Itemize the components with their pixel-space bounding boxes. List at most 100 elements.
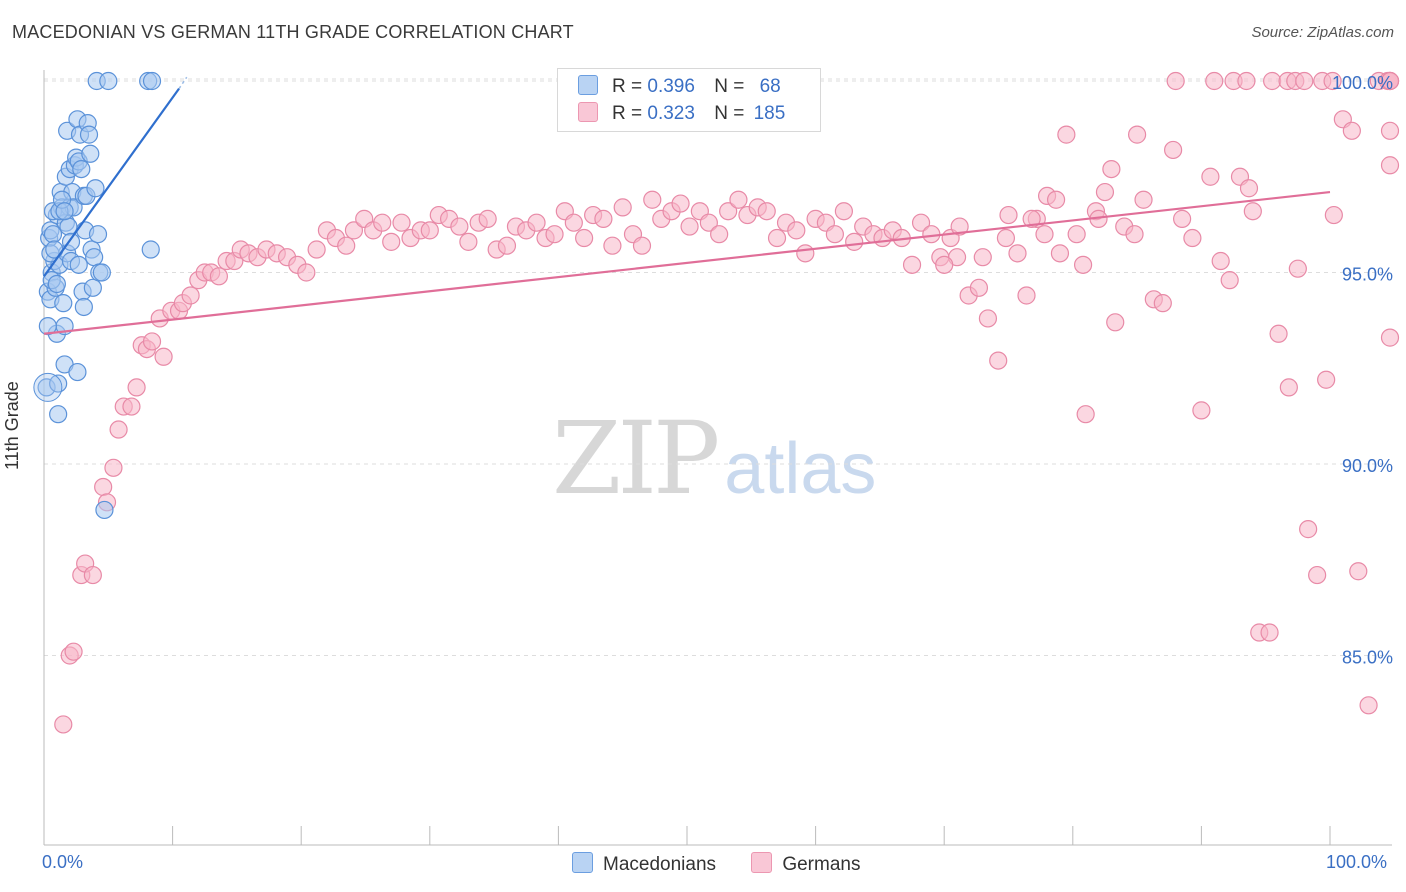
german-point (1220, 271, 1239, 290)
macedonian-point (72, 159, 91, 179)
german-point (767, 228, 787, 248)
german-point (373, 213, 392, 232)
macedonian-point (142, 71, 162, 91)
german-point (1095, 182, 1115, 202)
y-tick-label: 90.0% (1342, 456, 1393, 476)
german-point (545, 225, 564, 244)
german-point (710, 225, 729, 244)
german-point (973, 248, 992, 267)
german-point (922, 225, 941, 244)
german-point (337, 236, 356, 255)
german-point (796, 244, 815, 263)
german-point (1239, 179, 1259, 198)
german-point (1008, 244, 1027, 263)
german-point (978, 309, 998, 328)
stats-legend: R = 0.396 N = 68 R = 0.323 N = 185 (557, 68, 821, 132)
german-point (1134, 190, 1153, 209)
german-point (603, 236, 622, 255)
german-point (1057, 125, 1076, 144)
german-point (127, 378, 146, 397)
german-point (699, 213, 718, 232)
german-point (1349, 562, 1368, 581)
german-point (680, 217, 699, 236)
macedonian-point (54, 294, 73, 313)
german-point (1323, 71, 1342, 91)
macedonian-point (68, 362, 87, 382)
legend-label-macedonians: Macedonians (603, 854, 717, 875)
legend-r-label: R = (612, 76, 643, 97)
germans-points (54, 71, 1400, 734)
german-point (1050, 244, 1070, 263)
legend-item-germans[interactable]: Germans (751, 852, 860, 876)
german-point (1076, 405, 1095, 424)
y-tick-labels: 85.0% 90.0% 95.0% 100.0% (1332, 73, 1393, 668)
series-legend: Macedonians Germans (572, 852, 890, 876)
legend-item-macedonians[interactable]: Macedonians (572, 852, 716, 876)
legend-r-value: 0.323 (647, 103, 695, 124)
y-tick-label: 100.0% (1332, 73, 1393, 93)
german-point (1192, 401, 1211, 420)
german-point (845, 232, 864, 251)
german-point (142, 332, 162, 351)
german-point (1173, 209, 1192, 228)
german-point (1067, 225, 1086, 244)
german-point (181, 286, 200, 305)
german-point (64, 642, 83, 661)
german-point (969, 278, 989, 297)
german-point (459, 232, 478, 251)
macedonian-point (33, 372, 63, 402)
axes (43, 70, 1392, 846)
macedonian-point (85, 248, 104, 267)
macedonian-point (95, 500, 114, 520)
legend-swatch-macedonians (572, 852, 593, 873)
watermark-zip: ZIP (552, 400, 720, 517)
watermark-atlas: atlas (724, 429, 877, 509)
german-point (1380, 121, 1400, 140)
german-point (1046, 190, 1066, 209)
macedonian-point (79, 125, 99, 144)
legend-swatch-germans (578, 102, 598, 122)
german-point (1279, 378, 1298, 397)
german-point (1342, 121, 1361, 140)
german-point (1243, 202, 1262, 221)
german-point (382, 232, 401, 251)
macedonian-point (86, 179, 105, 198)
german-point (1380, 156, 1400, 175)
macedonians-trend-line (43, 88, 180, 277)
german-point (297, 263, 316, 282)
legend-label-germans: Germans (782, 854, 861, 875)
german-point (109, 420, 128, 439)
german-point (834, 202, 853, 221)
german-point (527, 213, 546, 232)
legend-n-value: 68 (759, 76, 781, 97)
german-point (209, 267, 228, 286)
german-point (344, 221, 364, 240)
trend-lines (43, 76, 1331, 335)
german-point (1317, 370, 1336, 389)
macedonian-point (88, 225, 108, 244)
macedonian-point (55, 202, 74, 221)
macedonian-point (38, 317, 57, 336)
german-point (1017, 286, 1036, 305)
german-point (450, 217, 469, 236)
german-point (94, 477, 113, 497)
german-point (989, 351, 1008, 370)
german-point (104, 458, 123, 477)
german-point (787, 221, 806, 240)
macedonian-point (69, 255, 88, 274)
macedonian-point (47, 274, 66, 294)
german-point (1269, 324, 1288, 343)
german-point (825, 225, 844, 244)
source-credit: Source: ZipAtlas.com (1251, 24, 1394, 41)
german-point (497, 236, 517, 255)
macedonian-point (83, 278, 102, 297)
chart-title: MACEDONIAN VS GERMAN 11TH GRADE CORRELAT… (12, 22, 574, 42)
german-point (1127, 125, 1147, 144)
german-point (1308, 565, 1327, 585)
legend-r-label: R = (612, 103, 643, 124)
german-point (1201, 167, 1220, 186)
german-point (1102, 159, 1121, 179)
legend-row-germans: R = 0.323 N = 185 (578, 102, 785, 126)
german-point (1288, 259, 1307, 278)
